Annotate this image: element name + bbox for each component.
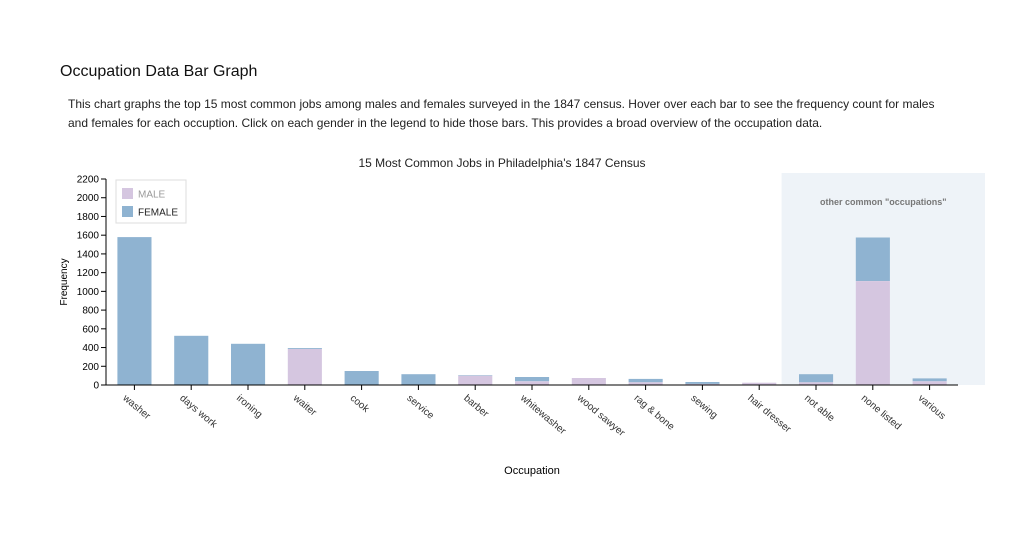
bar-female-washer[interactable]: FEMALE: 1580 bbox=[117, 237, 152, 385]
y-tick-label: 2200 bbox=[77, 175, 100, 186]
x-tick-label: ironing bbox=[234, 393, 264, 421]
y-tick-label: 1600 bbox=[77, 231, 100, 242]
x-tick-label: washer bbox=[120, 392, 153, 422]
y-tick-label: 0 bbox=[93, 381, 99, 392]
legend-label: MALE bbox=[138, 190, 166, 201]
legend-item-female[interactable]: FEMALE bbox=[122, 206, 178, 219]
occupation-bar-chart: other common "occupations" 15 Most Commo… bbox=[59, 156, 985, 477]
bar-female-not-able[interactable]: FEMALE: 85 bbox=[799, 374, 834, 383]
bar-male-whitewasher[interactable]: MALE: 40 bbox=[515, 381, 550, 385]
bar-male-waiter[interactable]: MALE: 385 bbox=[287, 348, 322, 385]
bar-male-barber[interactable]: MALE: 100 bbox=[458, 375, 493, 385]
highlight-region-label: other common "occupations" bbox=[820, 197, 947, 207]
x-axis-label: Occupation bbox=[504, 465, 560, 477]
x-tick-label: none listed bbox=[859, 393, 903, 433]
x-tick-label: not able bbox=[802, 393, 837, 425]
bar-male-various[interactable]: MALE: 40 bbox=[912, 381, 947, 385]
x-tick-label: various bbox=[916, 393, 948, 422]
bar-male-sewing[interactable]: MALE: 12 bbox=[685, 383, 720, 385]
legend-label: FEMALE bbox=[138, 208, 178, 219]
bar-male-wood-sawyer[interactable]: MALE: 75 bbox=[571, 378, 606, 385]
x-axis: washer days work ironing waiter cook service b… bbox=[106, 384, 958, 439]
y-tick-label: 1200 bbox=[77, 268, 100, 279]
legend-box bbox=[115, 179, 187, 224]
y-tick-label: 600 bbox=[82, 324, 99, 335]
bar-male-hair-dresser[interactable]: MALE: 25 bbox=[742, 382, 777, 385]
bar-female-rag-bone[interactable]: FEMALE: 35 bbox=[628, 378, 663, 383]
y-axis-label: Frequency bbox=[59, 258, 70, 305]
x-tick-label: service bbox=[404, 393, 436, 422]
legend: MALE FEMALE bbox=[115, 179, 187, 224]
bars-group: FEMALE: 1580 FEMALE: 525 FEMALE: 440 MALE: … bbox=[117, 237, 947, 385]
bar-male-none-listed[interactable]: MALE: 1110 bbox=[855, 281, 890, 385]
y-tick-label: 200 bbox=[82, 362, 99, 373]
y-tick-label: 400 bbox=[82, 343, 99, 354]
bar-male-rag-bone[interactable]: MALE: 30 bbox=[628, 382, 663, 385]
y-tick-label: 1800 bbox=[77, 212, 100, 223]
bar-female-ironing[interactable]: FEMALE: 440 bbox=[231, 343, 266, 385]
y-tick-label: 800 bbox=[82, 306, 99, 317]
chart-title: 15 Most Common Jobs in Philadelphia's 18… bbox=[358, 156, 645, 170]
bar-female-waiter[interactable]: FEMALE: 10 bbox=[287, 348, 322, 349]
x-tick-label: cook bbox=[348, 393, 372, 416]
x-tick-label: rag & bone bbox=[632, 393, 677, 433]
y-axis: 0 200 400 600 800 1000 1200 1400 1600 1800 2000 220… bbox=[77, 175, 107, 392]
y-tick-label: 2000 bbox=[77, 193, 100, 204]
bar-female-days-work[interactable]: FEMALE: 525 bbox=[174, 335, 209, 385]
bar-female-whitewasher[interactable]: FEMALE: 45 bbox=[515, 377, 550, 382]
x-tick-label: sewing bbox=[688, 393, 719, 421]
y-tick-label: 1400 bbox=[77, 249, 100, 260]
x-tick-label: waiter bbox=[290, 392, 319, 419]
x-tick-label: barber bbox=[461, 393, 491, 420]
y-tick-label: 1000 bbox=[77, 287, 100, 298]
bar-female-sewing[interactable]: FEMALE: 20 bbox=[685, 382, 720, 384]
chart-description: This chart graphs the top 15 most common… bbox=[68, 97, 935, 130]
bar-female-various[interactable]: FEMALE: 30 bbox=[912, 378, 947, 382]
legend-swatch bbox=[122, 206, 133, 217]
bar-female-none-listed[interactable]: FEMALE: 465 bbox=[855, 237, 890, 282]
x-tick-label: days work bbox=[177, 393, 219, 431]
bar-male-not-able[interactable]: MALE: 30 bbox=[799, 382, 834, 385]
chart-container: other common "occupations" 15 Most Commo… bbox=[0, 150, 1024, 490]
x-tick-label: whitewasher bbox=[517, 392, 568, 437]
bar-female-service[interactable]: FEMALE: 115 bbox=[401, 374, 436, 385]
bar-female-barber[interactable]: FEMALE: 5 bbox=[458, 375, 493, 376]
legend-item-male[interactable]: MALE bbox=[122, 188, 166, 201]
x-tick-label: wood sawyer bbox=[574, 392, 627, 439]
legend-swatch bbox=[122, 188, 133, 199]
x-tick-label: hair dresser bbox=[745, 393, 793, 436]
bar-female-cook[interactable]: FEMALE: 150 bbox=[344, 371, 379, 385]
page-title: Occupation Data Bar Graph bbox=[60, 63, 258, 80]
